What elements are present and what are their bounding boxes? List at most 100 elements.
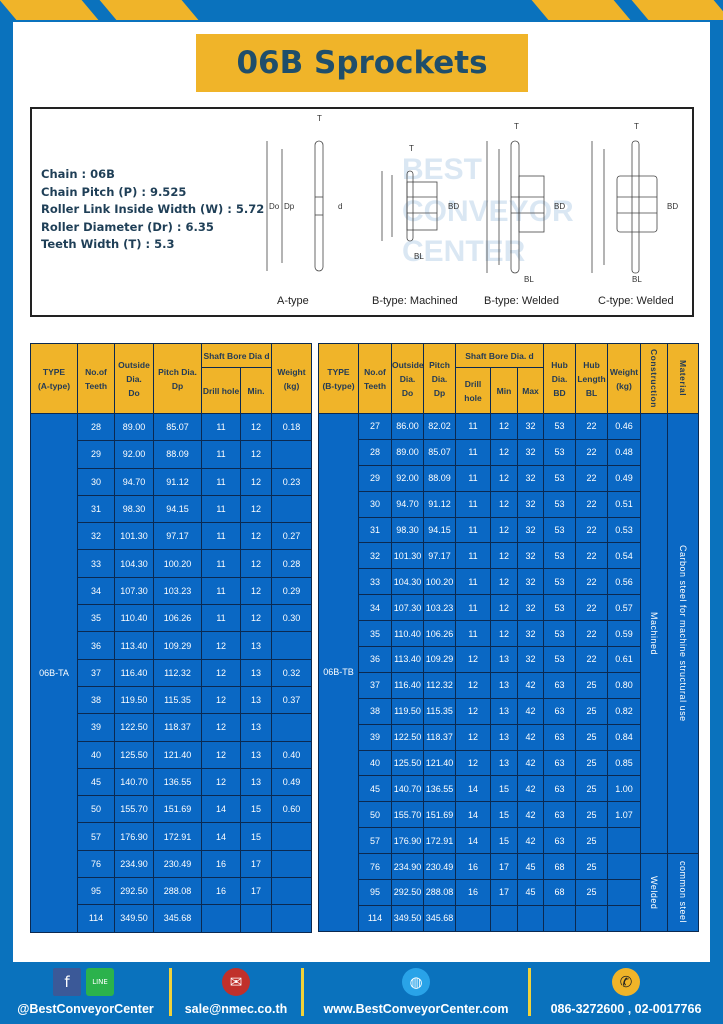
social-handle[interactable]: @BestConveyorCenter [17, 1002, 154, 1016]
outside-dia-cell: 116.40 [391, 671, 424, 699]
website-link[interactable]: www.BestConveyorCenter.com [323, 1002, 509, 1016]
header-type: TYPE (A-type) [30, 343, 78, 414]
drill-hole-cell: 11 [455, 490, 491, 518]
weight-cell: 0.37 [271, 685, 312, 715]
teeth-cell: 31 [77, 494, 115, 524]
min-bore-cell: 15 [240, 795, 272, 824]
table-row: 35 110.40 106.26 11 12 32 53 22 0.59 [319, 620, 699, 648]
material-cell: Carbon steel for machine structural use [667, 412, 700, 855]
max-bore-cell: 32 [516, 542, 545, 570]
min-bore-cell: 12 [490, 413, 518, 440]
header-min: Min [490, 367, 518, 414]
pitch-dia-cell: 112.32 [423, 671, 456, 699]
drill-hole-cell: 12 [455, 749, 491, 777]
min-bore-cell: 12 [240, 604, 272, 633]
b-machined-drawing [381, 170, 438, 242]
max-bore-cell: 32 [516, 594, 545, 622]
max-bore-cell: 42 [516, 671, 545, 699]
weight-cell: 0.49 [607, 464, 642, 492]
drill-hole-cell: 11 [455, 413, 491, 440]
drill-hole-cell: 12 [201, 685, 241, 715]
pitch-dia-cell: 109.29 [153, 631, 202, 660]
outside-dia-cell: 98.30 [391, 516, 424, 544]
pitch-dia-cell: 118.37 [423, 723, 456, 751]
teeth-cell: 57 [358, 827, 392, 855]
min-bore-cell [490, 904, 518, 932]
teeth-cell: 36 [358, 646, 392, 673]
pitch-dia-cell: 94.15 [153, 494, 202, 524]
max-bore-cell: 42 [516, 801, 545, 829]
min-bore-cell: 17 [240, 849, 272, 879]
weight-cell [271, 822, 312, 851]
weight-cell: 0.59 [607, 620, 642, 648]
min-bore-cell: 13 [240, 685, 272, 715]
drill-hole-cell: 11 [201, 494, 241, 524]
sprocket-diagram: BEST CONVEYOR CENTER T T T T [266, 114, 678, 284]
drill-hole-cell: 14 [455, 801, 491, 829]
weight-cell: 0.18 [271, 412, 312, 442]
hub-dia-cell: 53 [543, 594, 577, 622]
outside-dia-cell: 89.00 [114, 412, 154, 442]
svg-text:BD: BD [554, 202, 565, 211]
min-bore-cell: 12 [240, 467, 272, 496]
min-bore-cell: 12 [490, 594, 518, 622]
header-hub-dia: Hub Dia. BD [543, 343, 577, 414]
svg-text:BD: BD [667, 202, 678, 211]
spec-pitch: Chain Pitch (P) : 9.525 [41, 184, 187, 199]
min-bore-cell: 17 [490, 853, 518, 881]
pitch-dia-cell: 100.20 [153, 549, 202, 578]
pitch-dia-cell: 97.17 [153, 522, 202, 551]
min-bore-cell: 13 [240, 658, 272, 687]
min-bore-cell: 13 [490, 671, 518, 699]
table-row: 95 292.50 288.08 16 17 45 68 25 [319, 879, 699, 906]
drill-hole-cell: 12 [201, 767, 241, 797]
teeth-cell: 29 [77, 440, 115, 469]
stripe [0, 0, 99, 20]
min-bore-cell: 12 [490, 542, 518, 570]
weight-cell: 0.49 [271, 767, 312, 797]
weight-cell: 0.80 [607, 671, 642, 699]
hub-length-cell: 22 [575, 568, 609, 596]
teeth-cell: 40 [77, 740, 115, 769]
table-row: 76 234.90 230.49 16 17 45 68 25 Welded common ste… [319, 853, 700, 932]
svg-text:Do: Do [269, 202, 280, 211]
facebook-icon[interactable]: f [53, 968, 81, 996]
outside-dia-cell: 110.40 [114, 604, 154, 633]
c-welded-drawing [591, 140, 658, 274]
pitch-dia-cell: 88.09 [423, 464, 456, 492]
outside-dia-cell: 176.90 [114, 822, 154, 851]
phone-number[interactable]: 086-3272600 , 02-0017766 [550, 1002, 702, 1016]
teeth-cell: 32 [77, 522, 115, 551]
min-bore-cell: 13 [240, 713, 272, 742]
pitch-dia-cell: 94.15 [423, 516, 456, 544]
hub-dia-cell: 63 [543, 749, 577, 777]
email-link[interactable]: sale@nmec.co.th [184, 1002, 288, 1016]
hub-length-cell: 22 [575, 516, 609, 544]
pitch-dia-cell: 136.55 [153, 767, 202, 797]
max-bore-cell: 42 [516, 775, 545, 803]
weight-cell [271, 904, 312, 933]
hub-length-cell: 25 [575, 801, 609, 829]
header-max: Max [516, 367, 545, 414]
pitch-dia-cell: 112.32 [153, 658, 202, 687]
min-bore-cell: 12 [240, 440, 272, 469]
min-bore-cell: 12 [240, 494, 272, 524]
teeth-cell: 37 [77, 658, 115, 687]
header-outside-dia: Outside Dia. Do [391, 343, 424, 414]
a-type-table: TYPE (A-type) No.of Teeth Outside Dia. Do Pi… [30, 343, 312, 933]
teeth-cell: 33 [358, 568, 392, 596]
hub-length-cell: 25 [575, 775, 609, 803]
header-type: TYPE (B-type) [318, 343, 359, 414]
table-row: 45 140.70 136.55 14 15 42 63 25 1.00 [319, 775, 699, 803]
line-icon[interactable]: LINE [86, 968, 114, 996]
hub-dia-cell: 53 [543, 516, 577, 544]
watermark-line: CENTER [402, 235, 526, 268]
header-teeth: No.of Teeth [358, 343, 392, 414]
teeth-cell: 37 [358, 671, 392, 699]
table-row: 50 155.70 151.69 14 15 0.60 [31, 795, 312, 824]
pitch-dia-cell: 121.40 [153, 740, 202, 769]
caption-c-welded: C-type: Welded [598, 295, 674, 307]
outside-dia-cell: 101.30 [391, 542, 424, 570]
outside-dia-cell: 92.00 [391, 464, 424, 492]
hub-length-cell: 22 [575, 620, 609, 648]
